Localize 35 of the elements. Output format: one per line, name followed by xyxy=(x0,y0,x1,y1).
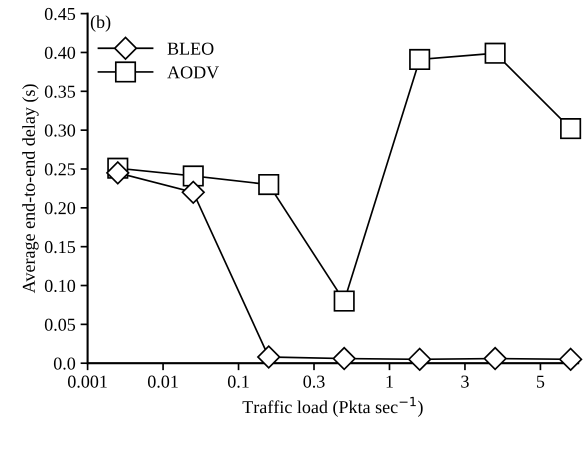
point xyxy=(182,180,205,204)
y-tick-label: 0.25 xyxy=(44,163,76,176)
point xyxy=(334,290,355,312)
x-tick-label: 1 xyxy=(386,376,393,388)
y-tick-label: 0.45 xyxy=(44,8,76,20)
y-tick-label: 0.15 xyxy=(44,240,76,254)
x-tick-label: 3 xyxy=(461,376,469,388)
point xyxy=(258,174,280,196)
y-tick-label: 0.30 xyxy=(44,124,76,137)
annotation: (b) xyxy=(90,15,110,32)
y-tick-label: 0.40 xyxy=(44,46,76,59)
y-axis-title: Average end-to-end delay (s) xyxy=(22,84,39,294)
point xyxy=(408,348,432,371)
point xyxy=(560,118,582,140)
point xyxy=(182,165,204,187)
y-tick-label: 0.10 xyxy=(44,280,76,292)
y-tick-label: 0.0 xyxy=(54,357,76,370)
legend-label: BLEO xyxy=(168,42,214,55)
x-tick-label: 0.1 xyxy=(228,376,249,388)
point xyxy=(409,48,430,70)
legend-label: AODV xyxy=(167,66,219,79)
x-tick-label: 5 xyxy=(536,376,544,388)
x-tick-label: 0.3 xyxy=(303,376,325,388)
y-tick-label: 0.35 xyxy=(44,86,76,98)
x-tick-label: 0.01 xyxy=(148,376,178,388)
x-axis-title: Traffic load (Pkta sec$^{−1}$) xyxy=(242,396,423,417)
point xyxy=(106,161,130,185)
point xyxy=(558,348,582,371)
y-tick-label: 0.20 xyxy=(44,202,76,214)
point xyxy=(484,42,506,64)
point xyxy=(484,346,507,370)
x-tick-label: 0.001 xyxy=(68,376,107,388)
point xyxy=(332,346,356,370)
y-tick-label: 0.05 xyxy=(44,318,76,331)
point xyxy=(257,345,280,369)
